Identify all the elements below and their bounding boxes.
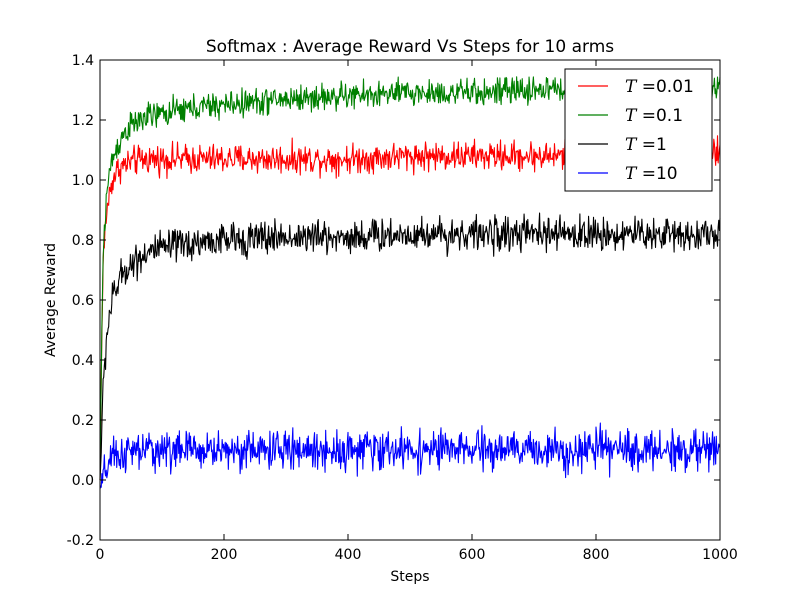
chart-title: Softmax : Average Reward Vs Steps for 10…: [206, 37, 614, 57]
y-tick-label: -0.2: [67, 533, 94, 549]
x-axis-label: Steps: [390, 569, 429, 585]
ticks-layer: 0 200 400 600 800 1000 -0.2 0.0 0.2 0.4 0.6 0.8 1.0 1…: [67, 53, 738, 563]
legend-label: T =1: [625, 135, 667, 155]
y-tick-label: 0.6: [72, 293, 94, 309]
y-tick-label: 1.2: [72, 113, 94, 129]
y-axis-label: Average Reward: [43, 243, 59, 357]
legend-label: T =0.01: [625, 77, 694, 97]
legend-box: [564, 68, 713, 192]
y-tick-label: 0.2: [72, 413, 94, 429]
legend-label: T =10: [625, 164, 678, 184]
y-tick-label: 0.0: [72, 473, 94, 489]
legend-items: T =0.01 T =0.1 T =1 T =10: [578, 77, 694, 184]
y-tick-label: 1.0: [72, 173, 94, 189]
legend: T =0.01 T =0.1 T =1 T =10: [564, 68, 713, 192]
series-line-1: [99, 212, 721, 481]
y-tick-label: 0.8: [72, 233, 94, 249]
legend-label: T =0.1: [625, 106, 683, 126]
y-tick-label: 0.4: [72, 353, 94, 369]
x-tick-label: 0: [96, 547, 105, 563]
x-tick-label: 1000: [702, 547, 738, 563]
x-tick-label: 800: [583, 547, 610, 563]
y-tick-label: 1.4: [72, 53, 94, 69]
series-line-10: [99, 422, 721, 490]
x-tick-label: 200: [211, 547, 238, 563]
x-tick-label: 400: [335, 547, 362, 563]
x-tick-label: 600: [459, 547, 486, 563]
